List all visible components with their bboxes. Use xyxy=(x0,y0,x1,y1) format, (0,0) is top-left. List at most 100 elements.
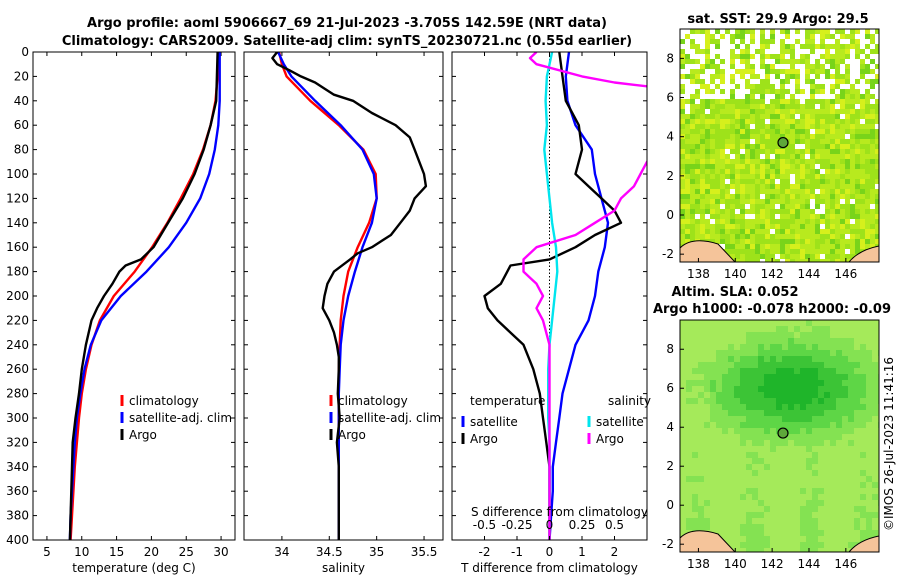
salinity-xtick-label: 34.5 xyxy=(316,545,343,559)
sst-map-cell xyxy=(815,234,820,239)
sla-map-cell xyxy=(842,482,848,488)
sst-map-cell xyxy=(845,174,850,179)
sst-map-cell xyxy=(825,249,830,254)
sst-map-cell xyxy=(680,204,685,209)
sla-map-cell xyxy=(686,356,692,362)
sst-map-cell xyxy=(760,169,765,174)
sst-map-cell xyxy=(720,179,725,184)
sla-map-cell xyxy=(788,392,794,398)
sla-map-cell xyxy=(764,368,770,374)
sla-map-cell xyxy=(746,386,752,392)
sla-map-cell xyxy=(830,320,836,326)
sla-map-cell xyxy=(866,356,872,362)
sst-map-cell xyxy=(725,209,730,214)
sla-map-cell xyxy=(860,338,866,344)
sla-map-cell xyxy=(806,374,812,380)
sst-map-cell xyxy=(710,124,715,129)
sla-map-cell xyxy=(830,392,836,398)
sla-map-cell xyxy=(854,332,860,338)
sst-map-cell xyxy=(725,219,730,224)
sst-map-cell xyxy=(875,64,879,69)
sst-map-cell xyxy=(685,199,690,204)
sla-map-cell xyxy=(830,458,836,464)
sst-map-cell xyxy=(820,109,825,114)
sla-map-cell xyxy=(836,350,842,356)
sst-map-cell xyxy=(740,169,745,174)
sst-map-cell xyxy=(770,124,775,129)
sla-map-cell xyxy=(734,416,740,422)
sla-map-cell xyxy=(812,326,818,332)
sla-map-cell xyxy=(836,326,842,332)
sst-map-cell xyxy=(680,99,685,104)
sst-map-cell xyxy=(875,109,879,114)
sst-map-cell xyxy=(715,204,720,209)
sla-map-cell xyxy=(836,548,842,552)
sst-map-cell xyxy=(750,244,755,249)
sst-map-cell xyxy=(735,134,740,139)
sla-map-cell xyxy=(866,416,872,422)
sst-map-cell xyxy=(780,179,785,184)
sst-map-cell xyxy=(785,254,790,259)
sla-map-cell xyxy=(770,470,776,476)
sla-map-cell xyxy=(872,362,878,368)
sst-map-cell xyxy=(720,154,725,159)
sla-map-cell xyxy=(692,416,698,422)
sst-map-cell xyxy=(775,69,780,74)
sla-map-cell xyxy=(860,458,866,464)
sst-map-cell xyxy=(845,219,850,224)
sst-map-cell xyxy=(705,54,710,59)
sst-map-cell xyxy=(810,169,815,174)
sst-map-cell xyxy=(795,189,800,194)
sst-map-cell xyxy=(815,99,820,104)
salinity-series-group xyxy=(271,52,428,540)
sla-map-cell xyxy=(836,482,842,488)
sla-map-cell xyxy=(716,476,722,482)
sla-map-cell xyxy=(806,416,812,422)
sla-map-cell xyxy=(716,506,722,512)
sst-map-cell xyxy=(755,139,760,144)
sst-map-cell xyxy=(735,154,740,159)
sst-map-cell xyxy=(740,124,745,129)
sst-map-cell xyxy=(820,249,825,254)
sla-map-cell xyxy=(818,326,824,332)
sst-map-cell xyxy=(745,104,750,109)
sla-map-cell xyxy=(680,332,686,338)
sst-map-cell xyxy=(715,194,720,199)
sla-map-cell xyxy=(776,386,782,392)
sst-map-cell xyxy=(775,239,780,244)
sla-map-cell xyxy=(734,368,740,374)
sla-map-cell xyxy=(716,470,722,476)
sla-map-cell xyxy=(746,464,752,470)
sst-map-cell xyxy=(705,49,710,54)
sla-map-cell xyxy=(866,404,872,410)
sla-map-cell xyxy=(764,488,770,494)
sla-map-cell xyxy=(740,506,746,512)
sla-map-cell xyxy=(782,368,788,374)
sla-map-cell xyxy=(818,548,824,552)
sst-map-cell xyxy=(765,134,770,139)
sst-map-cell xyxy=(855,29,860,34)
sst-map-cell xyxy=(685,54,690,59)
sla-map-cell xyxy=(710,464,716,470)
sla-map-cell xyxy=(716,482,722,488)
sla-map-cell xyxy=(716,380,722,386)
sst-map-cell xyxy=(730,104,735,109)
sla-map-cell xyxy=(800,548,806,552)
sla-map-cell xyxy=(806,458,812,464)
sst-map-cell xyxy=(835,204,840,209)
sst-map-cell xyxy=(770,239,775,244)
sst-map-cell xyxy=(800,234,805,239)
sst-map-cell xyxy=(755,229,760,234)
sla-map-cell xyxy=(698,488,704,494)
sla-map-cell xyxy=(806,350,812,356)
temperature-legend-label: climatology xyxy=(129,394,199,408)
sst-map-cell xyxy=(780,229,785,234)
sla-map-cell xyxy=(848,428,854,434)
sst-map-cell xyxy=(755,154,760,159)
sla-map-cell xyxy=(728,428,734,434)
sst-map-cell xyxy=(815,114,820,119)
sst-map-cell xyxy=(705,219,710,224)
sst-map-cell xyxy=(755,144,760,149)
sla-map-cell xyxy=(764,542,770,548)
sst-map-cell xyxy=(705,144,710,149)
